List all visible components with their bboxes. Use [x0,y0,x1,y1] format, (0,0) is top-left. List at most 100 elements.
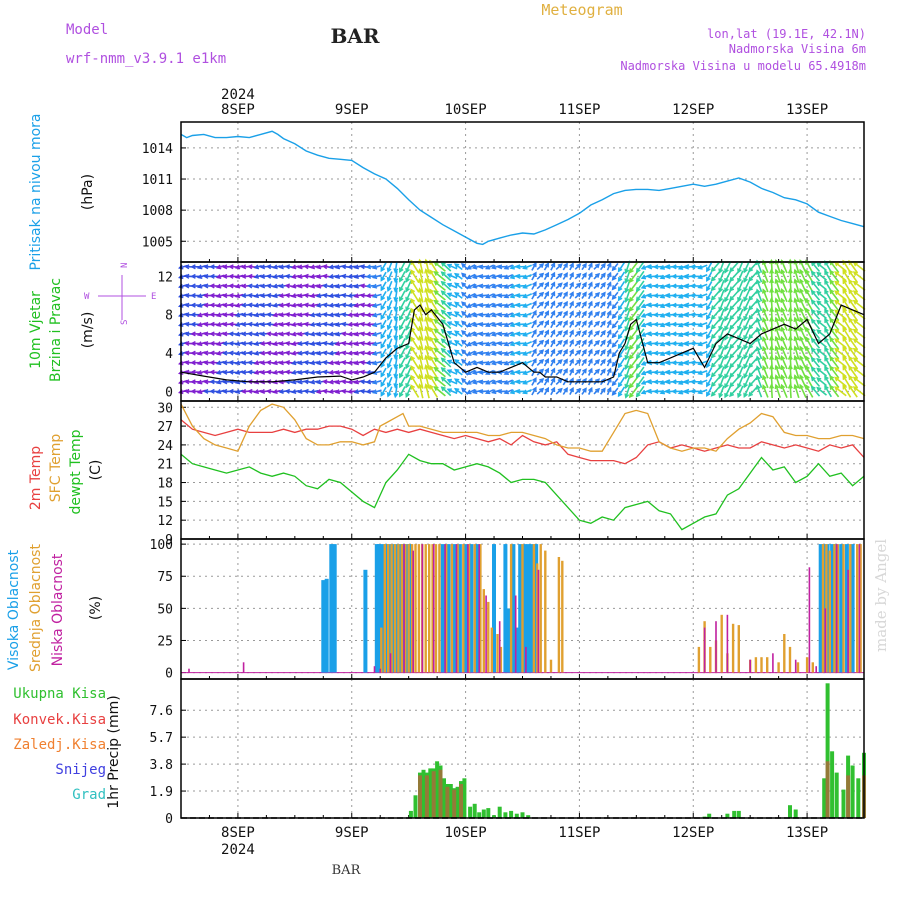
wind-arrow-head [347,264,353,270]
wind-arrow-head [209,331,215,337]
temp-axis-label-sfc: SFC Temp [48,434,64,503]
wind-arrow [816,262,828,272]
wind-arrow [799,346,807,360]
wind-arrow-head [550,309,556,316]
wind-unit-label: (m/s) [80,312,96,349]
wind-arrow-head [671,283,677,289]
mid-cloud-bar [473,544,476,673]
wind-arrow-head [340,264,347,270]
wind-arrow [441,386,452,397]
wind-arrow-head [322,283,328,289]
wind-arrow [775,384,781,399]
wind-arrow-head [221,273,228,279]
model-elevation-label: Nadmorska Visina u modelu 65.4918m [620,59,866,73]
wind-arrow [756,375,763,388]
wind-arrow-head [550,386,556,393]
mid-cloud-bar [697,646,701,673]
wind-arrow [794,356,800,370]
wind-arrow-head [265,264,272,270]
wind-arrow-head [446,282,452,288]
wind-arrow-head [347,331,353,337]
wind-arrow-head [665,302,671,308]
wind-arrow-head [824,384,829,391]
wind-arrow [829,356,840,369]
wind-arrow-head [774,374,780,380]
wind-arrow [805,270,814,283]
wind-arrow [636,347,645,359]
wind-arrow-head [748,305,754,311]
wind-arrow-head [780,307,786,313]
wind-arrow [811,386,821,397]
high-cloud-bar [830,544,835,673]
wind-arrow-head [646,312,653,318]
wind-arrow-head [834,299,840,305]
wind-arrow-head [284,388,291,394]
wind-arrow-head [284,360,291,366]
wind-arrow-head [774,307,780,313]
wind-arrow [762,279,769,293]
wind-arrow-head [429,297,434,304]
wind-arrow-head [563,329,568,335]
wind-arrow [748,328,758,339]
wind-arrow-head [805,374,810,380]
wind-arrow-head [491,350,497,356]
wind-arrow-head [353,302,359,308]
wind-arrow [805,375,814,389]
wind-arrow-head [410,355,416,361]
wind-arrow-head [588,358,593,364]
wind-arrow-head [234,274,241,279]
wind-arrow-head [228,264,234,270]
wind-arrow [737,356,744,369]
wind-arrow [434,357,446,368]
wind-arrow [399,386,406,397]
wind-arrow-head [328,360,334,366]
wind-arrow-head [710,334,716,340]
wind-arrow-head [852,328,859,334]
wind-arrow-head [278,388,284,394]
wind-arrow-head [665,389,671,395]
wind-arrow-head [793,278,799,284]
wind-arrow-head [748,353,754,359]
wind-arrow-head [563,272,568,278]
wind-arrow [853,300,866,311]
wind-arrow-head [234,360,241,366]
wind-arrow-head [683,302,690,308]
wind-arrow-head [683,370,690,376]
wind-arrow-head [635,267,641,274]
wind-arrow-head [503,322,509,328]
wind-arrow [441,290,452,301]
wind-arrow [711,348,720,358]
wind-arrow [811,357,821,368]
wind-arrow-head [496,283,503,289]
wind-arrow-head [221,283,228,289]
wind-arrow [698,293,708,298]
wind-arrow-head [718,277,724,284]
wind-arrow-head [380,314,386,321]
wind-arrow [756,366,763,379]
low-cloud-bar [432,544,435,673]
wind-arrow [387,338,393,349]
wind-arrow-head [842,374,848,380]
wind-arrow-head [484,274,491,280]
wind-arrow-head [221,379,228,385]
wind-arrow [629,356,639,369]
wind-arrow-head [706,363,711,369]
wind-arrow-head [683,331,690,337]
wind-arrow-head [303,350,309,356]
wind-arrow-head [805,288,810,294]
mid-cloud-bar [482,589,485,673]
year-label-top: 2024 [221,87,255,103]
wind-arrow-head [755,355,761,361]
wind-arrow-head [743,335,748,341]
wind-arrow-head [563,281,568,287]
mid-cloud-bar [532,544,536,673]
wind-arrow [816,271,828,281]
wind-arrow-head [290,312,297,318]
wind-arrow-head [265,321,272,327]
wind-arrow-head [259,273,266,279]
wind-arrow-head [677,332,684,337]
pressure-axis-label: Pritisak na nivou mora [28,113,44,270]
wind-arrow-head [353,293,359,299]
wind-arrow-head [646,389,653,395]
total-precip-bar [421,769,426,818]
